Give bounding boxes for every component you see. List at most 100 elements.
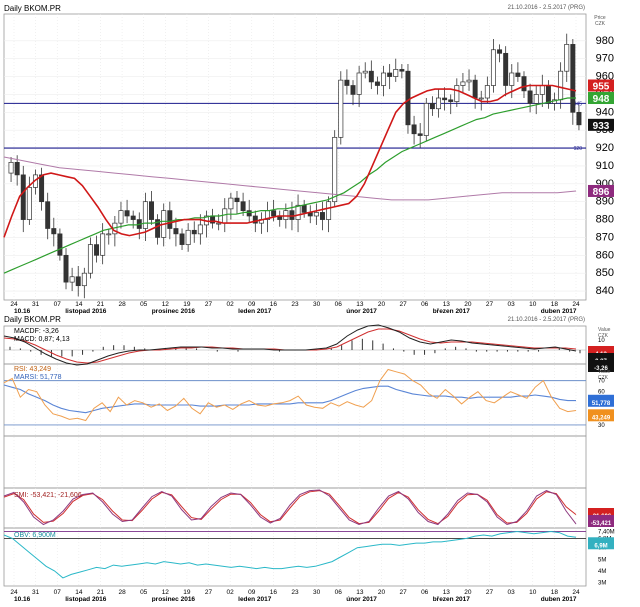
x-tick-label-bottom: 31 [32, 589, 40, 596]
candle-body [368, 70, 374, 83]
marsi-label: MARSI: 51,778 [14, 374, 62, 381]
candle-body [271, 210, 277, 217]
candle-body [521, 76, 527, 92]
x-month-label: listopad 2016 [65, 308, 107, 315]
x-tick-label-bottom: 27 [486, 589, 494, 596]
candle-body [75, 276, 81, 287]
x-tick-label: 07 [54, 301, 62, 308]
candle-body [448, 99, 454, 102]
candle-body [381, 72, 387, 86]
x-tick-label-bottom: 20 [464, 589, 472, 596]
candle-body [63, 254, 69, 283]
candle-body [216, 222, 222, 225]
candle-body [478, 97, 484, 100]
price-y-tick: 910 [596, 160, 614, 172]
candle-body [503, 52, 509, 86]
candle-body [460, 81, 466, 86]
x-tick-label-bottom: 07 [54, 589, 62, 596]
x-month-label-bottom: duben 2017 [541, 596, 577, 602]
candle-body [222, 208, 228, 224]
macd-signal-line [3, 328, 577, 364]
x-tick-label: 23 [291, 301, 299, 308]
candle-body [436, 97, 441, 110]
candle-body [399, 69, 405, 72]
candle-body [393, 69, 399, 77]
x-month-label: 10.16 [14, 308, 31, 315]
candle-body [228, 197, 234, 210]
sma-purple-line [3, 156, 577, 201]
price-value-badge: 896 [593, 187, 610, 198]
x-tick-label-bottom: 24 [10, 589, 18, 596]
candle-body [515, 72, 521, 77]
x-tick-label-bottom: 30 [313, 589, 321, 596]
x-tick-label-bottom: 09 [248, 589, 256, 596]
x-tick-label: 19 [183, 301, 191, 308]
candle-body [533, 94, 539, 104]
x-tick-label: 27 [486, 301, 494, 308]
x-tick-label-bottom: 02 [227, 589, 235, 596]
x-tick-label-bottom: 12 [162, 589, 170, 596]
candle-body [179, 233, 185, 245]
sma-green-line [3, 97, 576, 274]
price-value-badge: 948 [593, 94, 610, 105]
candle-body [356, 72, 362, 95]
x-tick-label: 31 [32, 301, 40, 308]
x-tick-label: 06 [335, 301, 343, 308]
price-y-tick: 840 [596, 285, 614, 297]
price-y-tick: 860 [596, 249, 614, 261]
candle-body [509, 72, 515, 86]
candle-body [197, 224, 203, 235]
candle-body [472, 79, 478, 99]
candle-body [527, 90, 533, 104]
smi-value-badge: -53,421 [591, 521, 612, 527]
price-value-badge-bg [588, 118, 614, 131]
rsi-y-tick: 70 [598, 379, 605, 385]
smi-value-badge-bg [588, 515, 614, 527]
candle-body [173, 228, 179, 235]
rsi-axis-unit: CZK [598, 375, 609, 381]
rsi-y-tick: 30 [598, 423, 605, 429]
candle-body [106, 233, 112, 236]
rsi-value-badge-bg [588, 394, 614, 407]
rsi-line [3, 368, 577, 422]
x-tick-label-bottom: 06 [335, 589, 343, 596]
candle-body [454, 85, 460, 102]
x-tick-label-bottom: 27 [399, 589, 407, 596]
x-tick-label: 16 [270, 301, 278, 308]
x-tick-label: 20 [464, 301, 472, 308]
x-month-label-bottom: březen 2017 [433, 596, 471, 602]
macd-value-badge: -3,26 [594, 366, 608, 372]
x-tick-label: 24 [572, 301, 580, 308]
candle-body [362, 70, 368, 74]
candle-body [576, 111, 582, 126]
candle-body [8, 162, 14, 174]
candle-body [69, 276, 75, 283]
rsi-value-badge-bg [588, 409, 614, 422]
rsi-y-tick: 60 [598, 390, 605, 396]
x-tick-label-bottom: 27 [205, 589, 213, 596]
x-tick-label: 12 [162, 301, 170, 308]
x-tick-label-bottom: 21 [97, 589, 105, 596]
x-month-label: březen 2017 [433, 308, 471, 315]
x-tick-label-bottom: 03 [508, 589, 516, 596]
x-tick-label-bottom: 19 [183, 589, 191, 596]
x-tick-label: 10 [529, 301, 537, 308]
candle-body [326, 201, 332, 220]
price-y-tick: 850 [596, 267, 614, 279]
obv-value-badge-bg [588, 537, 614, 550]
x-tick-label-bottom: 20 [378, 589, 386, 596]
smi-label: SMI: -53,421; -21,606 [14, 492, 82, 499]
candle-body [130, 215, 136, 220]
candle-body [387, 72, 393, 77]
candle-body [51, 228, 57, 235]
marsi-line [3, 384, 576, 414]
candle-body [332, 136, 338, 203]
x-month-label: únor 2017 [346, 308, 377, 315]
x-month-label: leden 2017 [238, 308, 272, 315]
chart-layer: 24 24 31 31 07 07 14 14 21 21 28 28 05 05 12 12 19 19 27 27… [3, 13, 615, 603]
candle-body [124, 210, 130, 217]
candle-body [484, 85, 490, 99]
candle-body [442, 97, 448, 101]
candle-body [545, 85, 551, 104]
price-value-badge: 955 [593, 82, 610, 93]
